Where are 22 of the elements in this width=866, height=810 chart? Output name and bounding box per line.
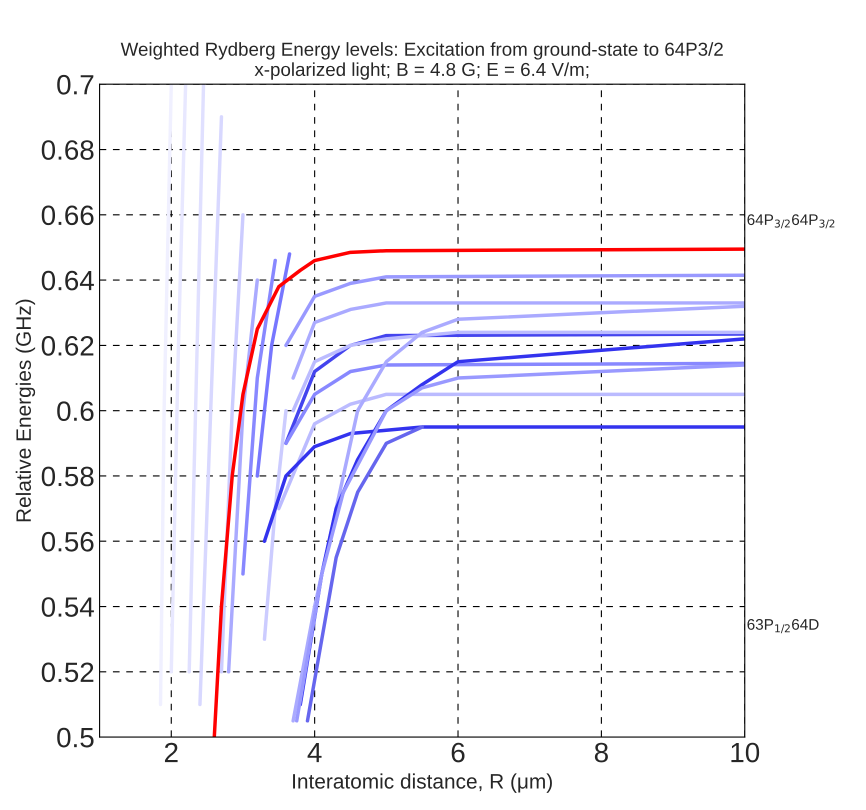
x-axis-title: Interatomic distance, R (μm) [293, 773, 552, 793]
y-tick-label: 0.6 [57, 401, 94, 422]
x-tick-label: 6 [452, 742, 465, 762]
y-tick-label: 0.58 [42, 466, 94, 486]
y-tick-label: 0.64 [42, 270, 94, 290]
y-axis-title: Relative Energies (GHz) [16, 300, 36, 522]
y-tick-label: 0.62 [42, 336, 94, 356]
text: 64P$_{3/2}$64P$_{3/2}$ [747, 214, 834, 228]
text: 63P$_{1/2}$64D [747, 619, 819, 634]
x-tick-label: 8 [594, 742, 608, 762]
y-tick-label: 0.52 [42, 662, 94, 682]
y-tick-label: 0.68 [42, 140, 94, 160]
x-tick-label: 2 [164, 742, 178, 762]
x-tick-label: 10 [731, 742, 760, 762]
y-tick-label: 0.66 [42, 205, 94, 226]
y-tick-label: 0.5 [57, 728, 94, 748]
chart-subtitle: x-polarized light; B = 4.8 G; E = 6.4 V/m; [254, 62, 588, 80]
chart-title: Weighted Rydberg Energy levels: Excitation from ground-state to 64P3/2 [120, 42, 723, 60]
x-tick-label: 4 [308, 742, 322, 762]
y-tick-label: 0.7 [57, 74, 94, 95]
y-tick-label: 0.54 [42, 597, 94, 617]
y-tick-label: 0.56 [42, 532, 94, 552]
